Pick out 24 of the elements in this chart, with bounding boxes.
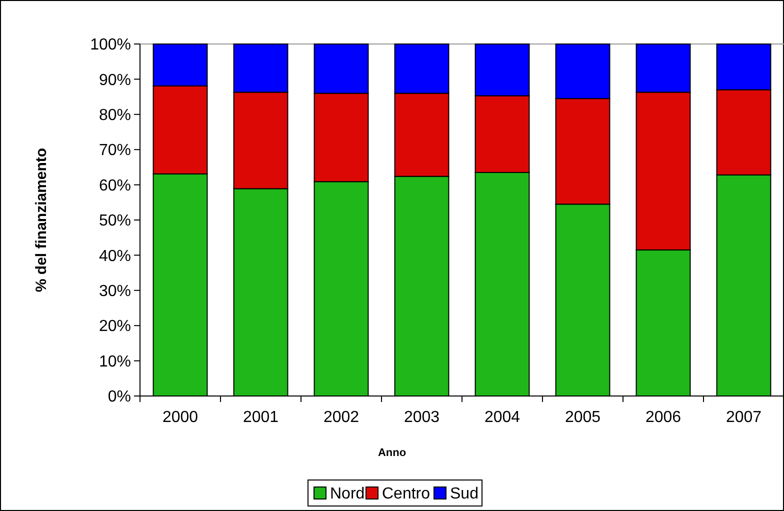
y-axis-title: % del finanziamento [33, 148, 50, 292]
y-tick-label: 60% [98, 177, 131, 194]
y-tick-label: 100% [90, 36, 131, 54]
x-tick-label: 2007 [726, 409, 762, 426]
y-tick-label: 40% [98, 248, 131, 265]
x-tick-label: 2003 [404, 409, 440, 426]
x-tick-label: 2004 [484, 409, 520, 426]
legend-label: Sud [450, 486, 478, 503]
x-tick-label: 2001 [242, 409, 279, 426]
x-tick-label: 2000 [162, 409, 198, 426]
y-tick-label: 50% [98, 212, 131, 230]
x-tick-label: 2005 [564, 409, 601, 426]
x-axis-title: Anno [378, 447, 406, 459]
y-tick-label: 20% [98, 318, 131, 336]
y-tick-label: 0% [108, 388, 131, 406]
legend-label: Centro [382, 486, 430, 503]
y-tick-label: 90% [98, 72, 131, 89]
y-tick-label: 80% [98, 107, 131, 124]
y-tick-label: 10% [98, 353, 131, 370]
legend-label: Nord [330, 486, 365, 503]
y-tick-label: 30% [98, 283, 131, 300]
y-tick-label: 70% [98, 142, 131, 160]
x-tick-label: 2006 [645, 409, 682, 426]
x-tick-label: 2002 [323, 409, 360, 426]
